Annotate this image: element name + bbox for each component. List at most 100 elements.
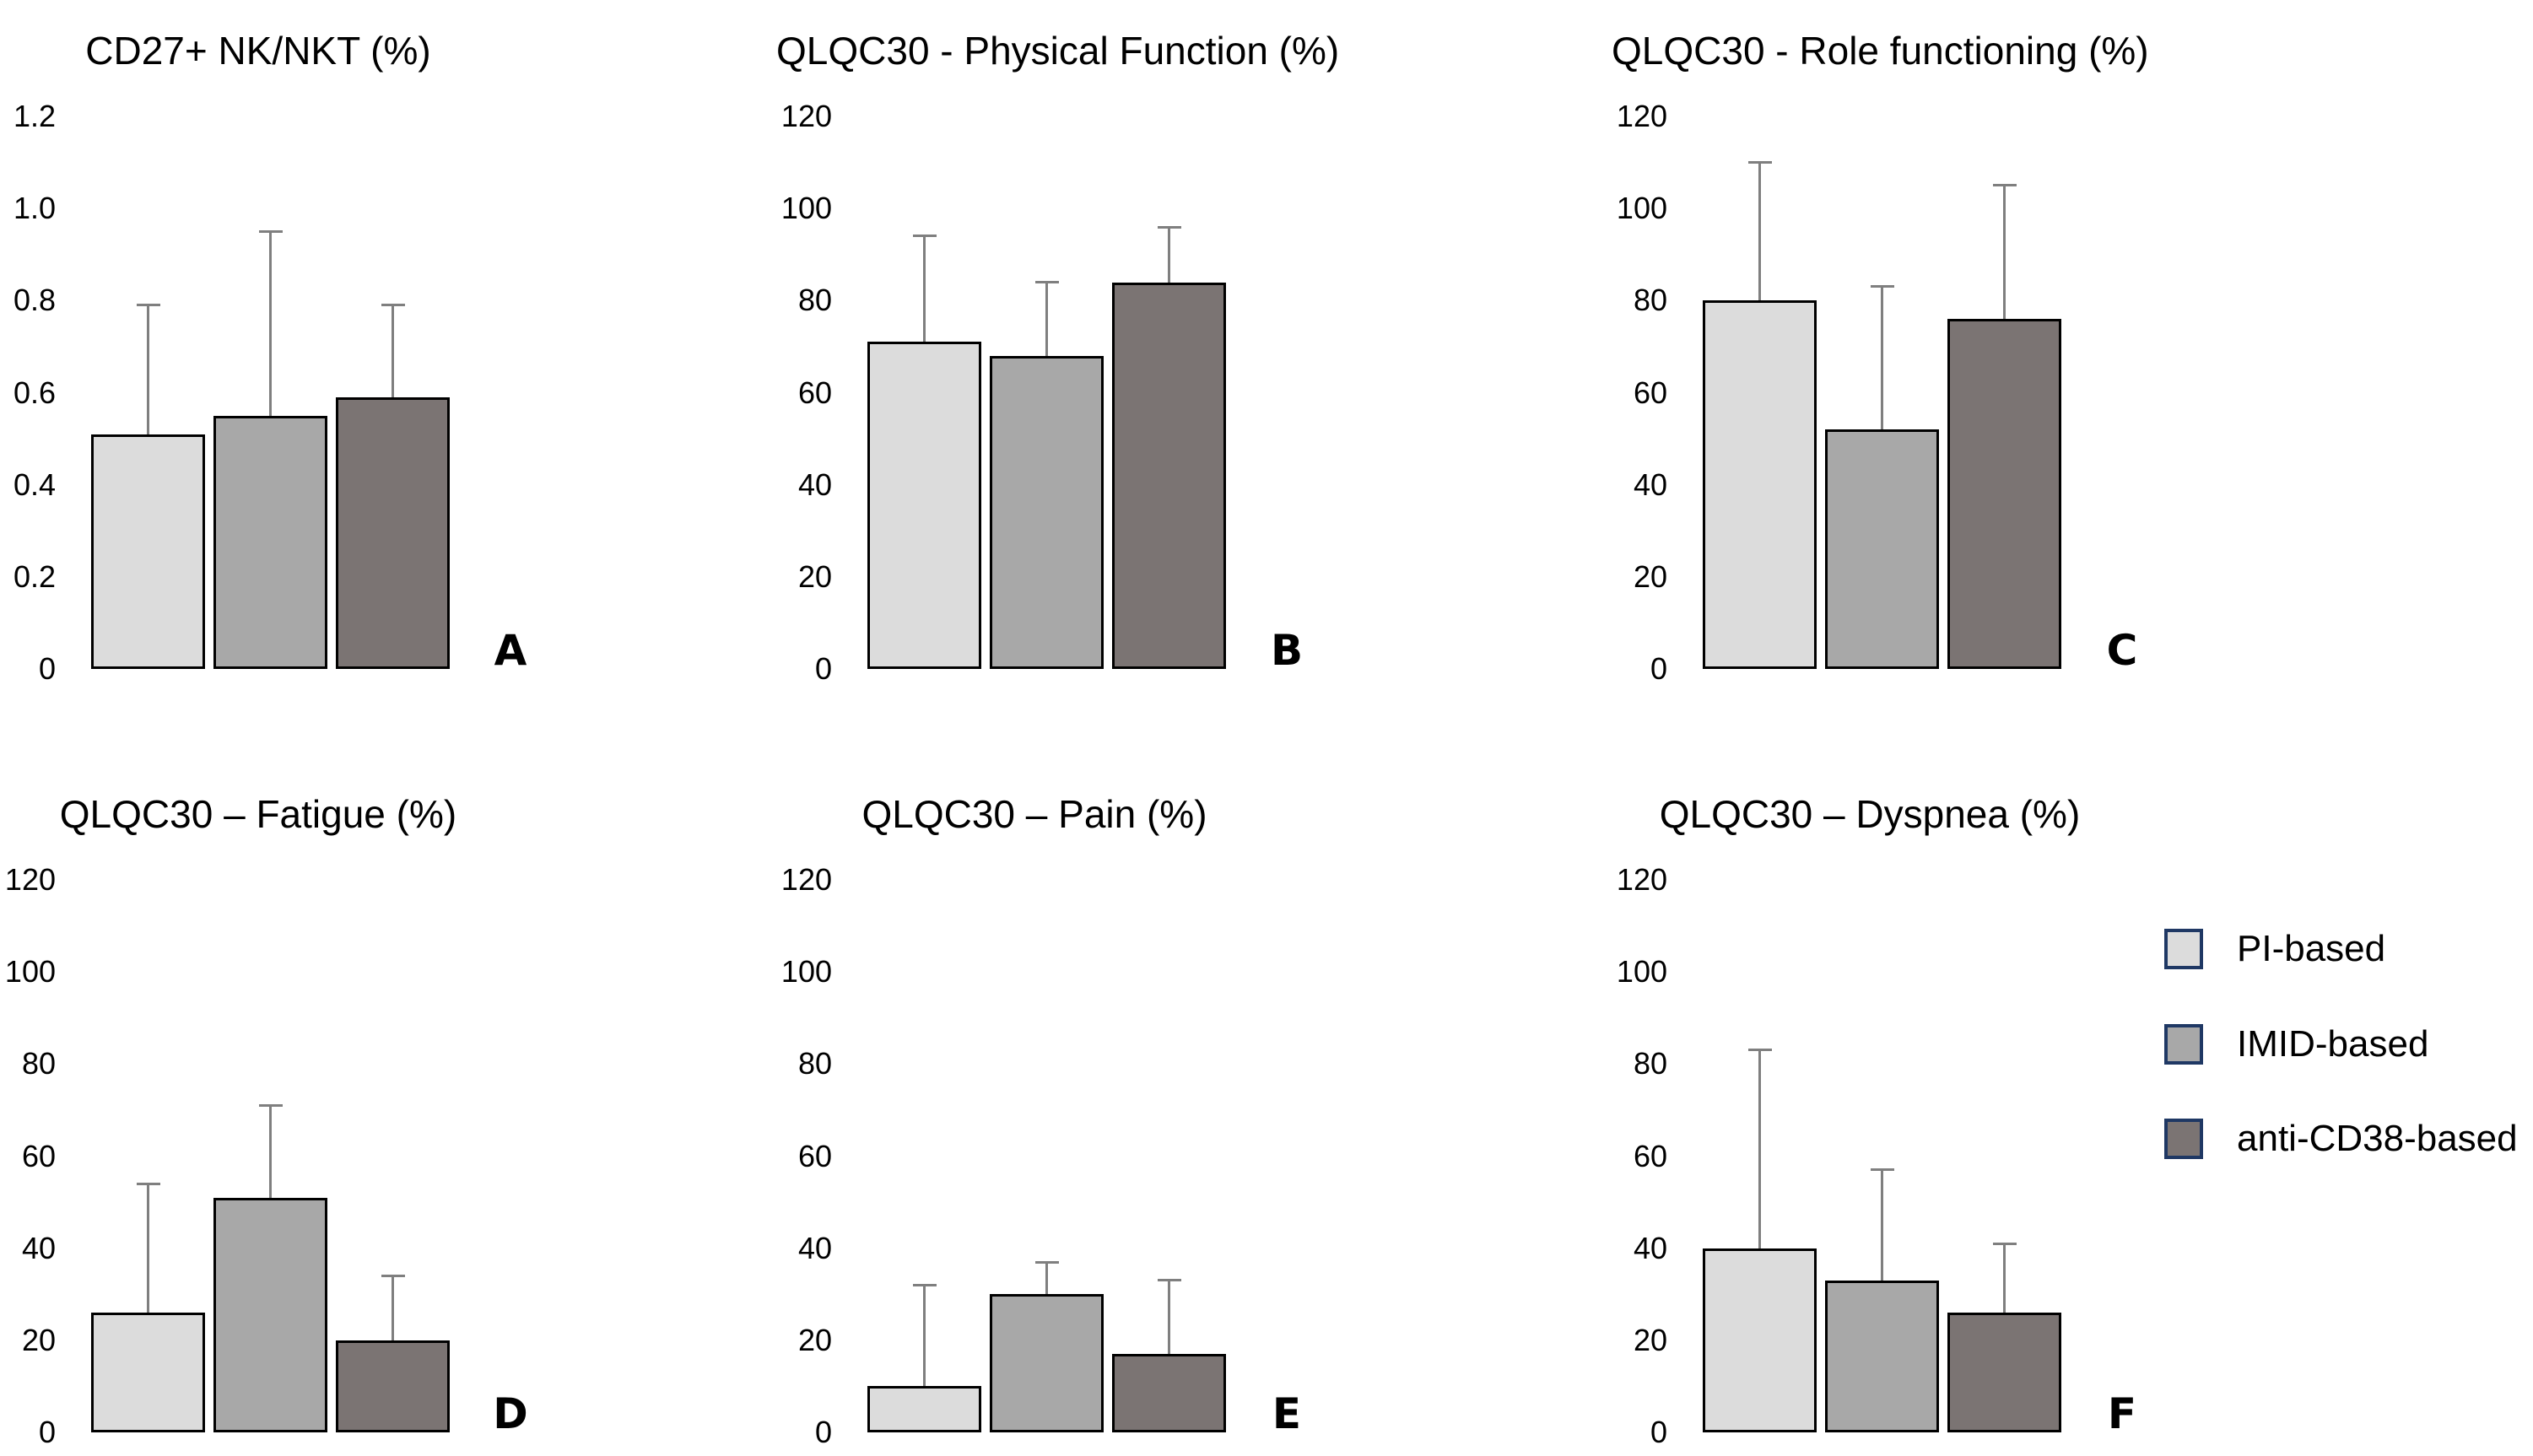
error-bar-cap [1992, 184, 2017, 187]
bar-pi-based [91, 1313, 205, 1432]
y-tick-label: 120 [780, 862, 832, 897]
error-bar-stem [2003, 185, 2006, 320]
error-bar-cap [1034, 1260, 1059, 1264]
chart-panel-f: QLQC30 – Dyspnea (%) 120 100 80 60 40 20 0 F [1612, 763, 2202, 1455]
error-bar-stem [1881, 1169, 1883, 1281]
legend-label: IMID-based [2237, 1023, 2429, 1065]
bar-imid-based [213, 1197, 327, 1432]
bar-pi-based [867, 1386, 981, 1432]
y-tick-label: 100 [1616, 191, 1667, 226]
plot-area [1612, 763, 2202, 1455]
error-bar-stem [392, 1275, 394, 1340]
legend-swatch-imid-based [2164, 1024, 2203, 1065]
error-bar-cap [1034, 281, 1059, 283]
error-bar-cap [136, 304, 160, 307]
bar-anti-cd38-based [1947, 1313, 2061, 1432]
panel-letter: F [2107, 1389, 2137, 1438]
y-tick-label: 100 [780, 191, 832, 226]
plot-area [776, 0, 1367, 692]
y-tick-label: 100 [1616, 954, 1667, 990]
chart-panel-e: QLQC30 – Pain (%) 120 100 80 60 40 20 0 E [776, 763, 1367, 1455]
legend-item: PI-based [2164, 926, 2385, 972]
error-bar-cap [381, 304, 405, 307]
y-tick-label: 120 [4, 862, 56, 897]
y-tick-label: 120 [780, 99, 832, 133]
y-tick-label: 100 [780, 954, 832, 990]
y-tick-label: 40 [1633, 466, 1667, 502]
y-tick-label: 100 [4, 954, 56, 990]
chart-title: QLQC30 – Fatigue (%) [59, 792, 457, 836]
bar-imid-based [1825, 1280, 1939, 1432]
y-tick-label: 0.6 [13, 375, 56, 410]
bar-pi-based [867, 342, 981, 669]
y-tick-label: 20 [797, 558, 832, 594]
y-tick-label: 0 [38, 651, 56, 686]
bar-anti-cd38-based [336, 396, 450, 669]
bar-pi-based [1703, 300, 1817, 669]
chart-panel-c: QLQC30 - Role functioning (%) 120 100 80 60… [1612, 0, 2202, 692]
error-bar-stem [147, 305, 149, 434]
y-axis: 120 100 80 60 40 20 0 [1612, 0, 1667, 692]
y-tick-label: 60 [797, 1138, 832, 1173]
bar-anti-cd38-based [1112, 282, 1226, 669]
error-bar-cap [258, 229, 283, 233]
y-tick-label: 0 [814, 1415, 832, 1449]
legend: PI-based IMID-based anti-CD38-based [2164, 926, 2527, 1179]
y-tick-label: 20 [797, 1322, 832, 1357]
y-tick-label: 60 [1633, 1138, 1667, 1173]
y-tick-label: 1.2 [13, 99, 56, 133]
chart-title: QLQC30 – Pain (%) [861, 792, 1207, 836]
legend-item: anti-CD38-based [2164, 1116, 2518, 1162]
y-tick-label: 20 [1633, 558, 1667, 594]
error-bar-stem [1758, 1049, 1761, 1248]
error-bar-stem [269, 1105, 272, 1198]
chart-title: QLQC30 - Role functioning (%) [1612, 29, 2149, 73]
bar-imid-based [990, 1294, 1104, 1432]
chart-panel-a: CD27+ NK/NKT (%) 1.2 1.0 0.8 0.6 0.4 0.2 0 A [0, 0, 591, 692]
y-tick-label: 0 [814, 651, 832, 686]
y-axis: 120 100 80 60 40 20 0 [776, 763, 832, 1455]
error-bar-cap [136, 1182, 160, 1185]
error-bar-stem [1881, 286, 1883, 430]
chart-panel-d: QLQC30 – Fatigue (%) 120 100 80 60 40 20 0 D [0, 763, 591, 1455]
y-tick-label: 80 [797, 283, 832, 318]
chart-title: CD27+ NK/NKT (%) [85, 29, 431, 73]
y-tick-label: 0 [1650, 651, 1667, 686]
error-bar-cap [1157, 225, 1181, 229]
bar-imid-based [1825, 429, 1939, 669]
error-bar-stem [1045, 1262, 1048, 1295]
y-tick-label: 40 [797, 466, 832, 502]
plot-area [1612, 0, 2202, 692]
panel-letter: E [1272, 1389, 1302, 1438]
bar-pi-based [91, 434, 205, 669]
y-tick-label: 80 [1633, 1046, 1667, 1081]
panel-letter: C [2106, 626, 2138, 675]
error-bar-stem [1168, 1280, 1170, 1355]
error-bar-cap [1747, 161, 1772, 164]
error-bar-stem [923, 1285, 926, 1387]
y-axis: 120 100 80 60 40 20 0 [1612, 763, 1667, 1455]
y-tick-label: 40 [1633, 1230, 1667, 1265]
error-bar-cap [1870, 285, 1894, 289]
y-tick-label: 80 [21, 1046, 56, 1081]
y-tick-label: 60 [797, 375, 832, 410]
y-tick-label: 60 [1633, 375, 1667, 410]
chart-title: QLQC30 – Dyspnea (%) [1659, 792, 2081, 836]
legend-item: IMID-based [2164, 1022, 2428, 1067]
error-bar-cap [258, 1103, 283, 1107]
y-tick-label: 0 [1650, 1415, 1667, 1449]
error-bar-cap [1157, 1279, 1181, 1282]
legend-swatch-pi-based [2164, 929, 2203, 969]
plot-area [0, 763, 591, 1455]
legend-swatch-anti-cd38-based [2164, 1119, 2203, 1159]
plot-area [0, 0, 591, 692]
y-axis: 120 100 80 60 40 20 0 [0, 763, 56, 1455]
bar-anti-cd38-based [1112, 1354, 1226, 1432]
panel-letter: D [493, 1389, 528, 1438]
error-bar-stem [147, 1184, 149, 1313]
error-bar-cap [1992, 1242, 2017, 1245]
error-bar-stem [1758, 162, 1761, 301]
error-bar-cap [912, 1283, 937, 1286]
error-bar-stem [2003, 1243, 2006, 1313]
